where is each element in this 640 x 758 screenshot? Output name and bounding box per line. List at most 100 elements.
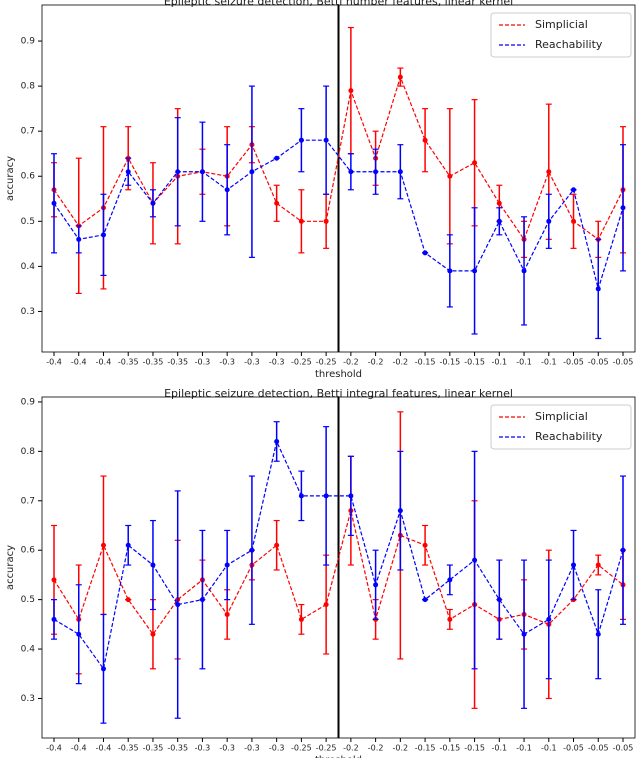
y-tick-label: 0.6 <box>21 546 36 556</box>
x-tick-label: -0.3 <box>219 358 235 367</box>
x-tick-label: -0.1 <box>491 358 507 367</box>
x-tick-label: -0.1 <box>491 744 507 753</box>
data-point <box>472 557 478 563</box>
data-point <box>224 611 230 617</box>
data-point <box>521 268 527 274</box>
x-tick-label: -0.3 <box>244 744 260 753</box>
data-point <box>298 218 304 224</box>
x-tick-label: -0.3 <box>219 744 235 753</box>
data-point <box>323 602 329 608</box>
x-tick-label: -0.25 <box>316 744 337 753</box>
data-point <box>397 74 403 80</box>
y-tick-label: 0.9 <box>21 397 36 407</box>
data-point <box>496 597 502 603</box>
data-point <box>125 169 131 175</box>
y-tick-label: 0.3 <box>21 694 35 704</box>
x-tick-label: -0.35 <box>167 744 188 753</box>
x-tick-label: -0.25 <box>291 358 312 367</box>
legend-label: Simplicial <box>535 18 588 31</box>
x-tick-label: -0.15 <box>415 744 436 753</box>
data-point <box>620 547 626 553</box>
y-tick-label: 0.4 <box>21 262 36 272</box>
y-tick-label: 0.3 <box>21 307 35 317</box>
x-tick-label: -0.4 <box>46 744 62 753</box>
x-tick-label: -0.2 <box>368 358 384 367</box>
data-point <box>274 542 280 548</box>
x-tick-label: -0.2 <box>393 358 409 367</box>
y-tick-label: 0.9 <box>21 37 36 47</box>
y-tick-label: 0.5 <box>21 595 35 605</box>
legend-label: Simplicial <box>535 410 588 423</box>
data-point <box>224 562 230 568</box>
x-tick-label: -0.35 <box>143 358 164 367</box>
y-tick-label: 0.8 <box>21 447 36 457</box>
x-tick-label: -0.35 <box>167 358 188 367</box>
data-point <box>595 286 601 292</box>
series-line <box>53 75 624 241</box>
series-line <box>53 439 624 671</box>
data-point <box>546 169 552 175</box>
x-tick-label: -0.25 <box>291 744 312 753</box>
data-point <box>397 169 403 175</box>
data-point <box>100 542 106 548</box>
data-point <box>472 160 478 166</box>
x-tick-label: -0.3 <box>195 358 211 367</box>
data-point <box>274 438 280 444</box>
data-point <box>175 169 181 175</box>
data-point <box>150 562 156 568</box>
data-point <box>571 562 577 568</box>
y-tick-label: 0.7 <box>21 127 35 137</box>
data-point <box>447 577 453 583</box>
legend-label: Reachability <box>535 430 603 443</box>
x-tick-label: -0.2 <box>368 744 384 753</box>
data-point <box>323 493 329 499</box>
data-point <box>447 268 453 274</box>
data-point <box>100 232 106 238</box>
data-point <box>199 169 205 175</box>
x-tick-label: -0.15 <box>415 358 436 367</box>
x-tick-label: -0.3 <box>195 744 211 753</box>
x-tick-label: -0.2 <box>343 744 359 753</box>
x-tick-label: -0.05 <box>588 744 609 753</box>
data-point <box>496 218 502 224</box>
x-tick-label: -0.4 <box>71 744 87 753</box>
x-tick-label: -0.1 <box>516 358 532 367</box>
x-tick-label: -0.05 <box>613 358 634 367</box>
x-tick-label: -0.15 <box>464 358 485 367</box>
data-point <box>100 666 106 672</box>
y-tick-label: 0.5 <box>21 217 35 227</box>
data-point <box>224 187 230 193</box>
x-tick-label: -0.4 <box>71 358 87 367</box>
x-tick-label: -0.05 <box>563 744 584 753</box>
data-point <box>422 542 428 548</box>
x-tick-label: -0.05 <box>588 358 609 367</box>
data-point <box>447 173 453 179</box>
series-line <box>53 510 624 636</box>
x-tick-label: -0.05 <box>613 744 634 753</box>
data-point <box>274 155 280 161</box>
x-tick-label: -0.4 <box>96 358 112 367</box>
y-tick-label: 0.4 <box>21 645 36 655</box>
data-point <box>620 205 626 211</box>
data-point <box>51 616 57 622</box>
data-point <box>298 137 304 143</box>
data-point <box>571 218 577 224</box>
data-point <box>348 169 354 175</box>
y-axis-label: accuracy <box>5 156 16 201</box>
x-tick-label: -0.3 <box>269 744 285 753</box>
data-point <box>373 582 379 588</box>
x-tick-label: -0.3 <box>269 358 285 367</box>
data-point <box>595 631 601 637</box>
data-point <box>422 597 428 603</box>
data-point <box>125 597 131 603</box>
data-point <box>76 236 82 242</box>
x-axis-label: threshold <box>315 369 362 380</box>
y-tick-label: 0.6 <box>21 172 36 182</box>
data-point <box>397 508 403 514</box>
x-tick-label: -0.25 <box>316 358 337 367</box>
data-point <box>51 200 57 206</box>
x-axis-label: threshold <box>315 755 362 758</box>
data-point <box>274 200 280 206</box>
data-point <box>323 218 329 224</box>
